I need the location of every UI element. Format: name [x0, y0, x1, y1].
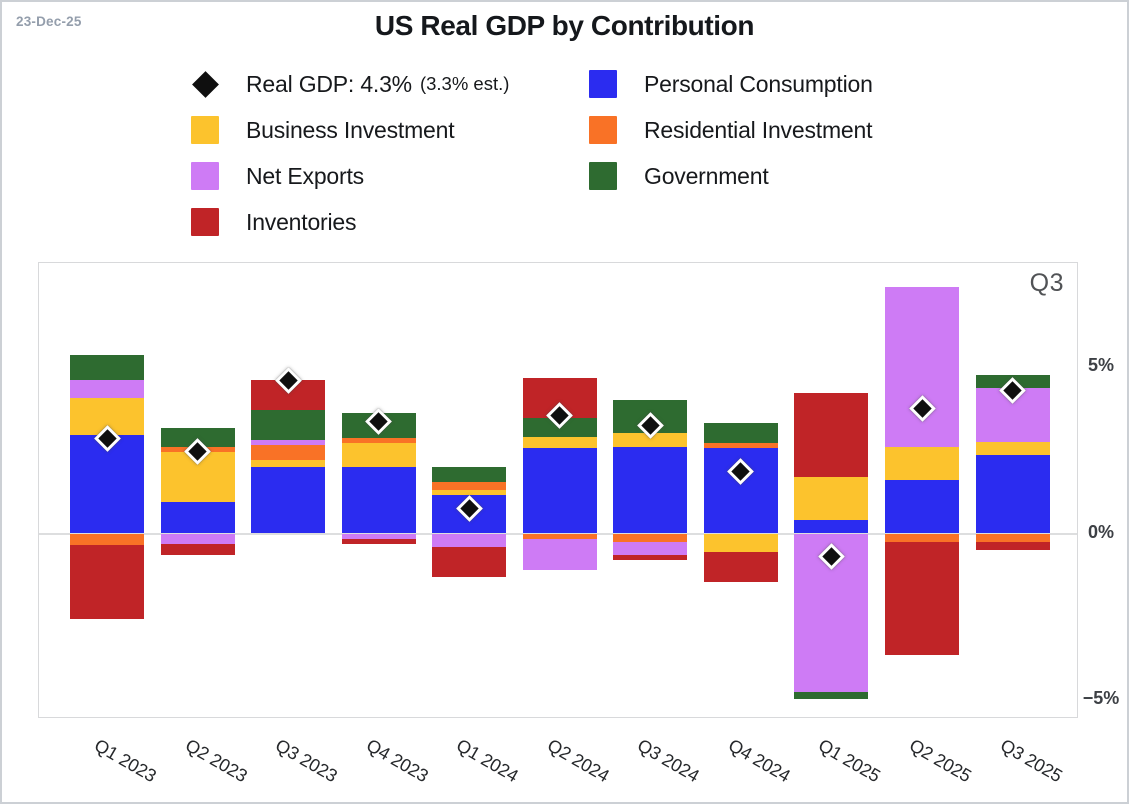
segment-inventories-q1-2023: [70, 545, 144, 619]
business_investment-swatch-shape: [191, 116, 219, 144]
segment-business_investment-q4-2024: [703, 533, 778, 552]
segment-residential_investment-q3-2023: [251, 445, 326, 461]
legend-label-real_gdp: Real GDP: 4.3%: [246, 70, 412, 97]
residential_investment-color-swatch: [589, 116, 617, 144]
real_gdp-swatch-shape: [191, 70, 219, 98]
date-label: 23-Dec-25: [16, 14, 82, 29]
segment-business_investment-q2-2025: [885, 446, 960, 481]
segment-personal_consumption-q3-2025: [975, 455, 1050, 534]
segment-personal_consumption-q4-2023: [341, 466, 416, 534]
segment-inventories-q4-2023: [341, 538, 416, 544]
segment-personal_consumption-q2-2024: [522, 448, 597, 534]
legend-estimate-label: (3.3% est.): [419, 73, 510, 94]
segment-net_exports-q1-2023: [70, 380, 144, 399]
segment-residential_investment-q2-2025: [885, 533, 960, 542]
segment-personal_consumption-q2-2023: [160, 501, 235, 534]
segment-inventories-q3-2025: [975, 541, 1050, 551]
x-tick-q1-2025: Q1 2025: [815, 735, 885, 787]
segment-business_investment-q1-2024: [432, 490, 507, 496]
legend-label-government: Government: [644, 162, 769, 189]
net_exports-color-swatch: [191, 162, 219, 190]
segment-government-q1-2023: [70, 355, 144, 381]
legend-label-business_investment: Business Investment: [246, 116, 455, 143]
residential_investment-swatch-shape: [589, 116, 617, 144]
segment-business_investment-q3-2024: [613, 433, 688, 447]
personal_consumption-swatch-shape: [589, 70, 617, 98]
x-tick-q2-2024: Q2 2024: [543, 735, 613, 787]
legend-item-business_investment: Business Investment: [191, 116, 589, 144]
net_exports-swatch-shape: [191, 162, 219, 190]
segment-inventories-q1-2024: [432, 546, 507, 577]
legend-label-personal_consumption: Personal Consumption: [644, 70, 873, 97]
segment-residential_investment-q4-2023: [341, 438, 416, 444]
segment-inventories-q3-2024: [613, 555, 688, 561]
x-tick-q4-2024: Q4 2024: [724, 735, 794, 787]
personal_consumption-color-swatch: [589, 70, 617, 98]
x-tick-q3-2023: Q3 2023: [272, 735, 341, 787]
segment-inventories-q4-2024: [703, 551, 778, 582]
x-tick-q2-2023: Q2 2023: [181, 735, 251, 787]
y-tick-0: 0%: [1087, 521, 1114, 542]
segment-net_exports-q3-2024: [613, 541, 688, 556]
segment-business_investment-q3-2025: [975, 441, 1050, 456]
segment-personal_consumption-q3-2024: [613, 446, 688, 534]
segment-inventories-q2-2023: [160, 543, 235, 556]
legend-item-real_gdp: Real GDP: 4.3% (3.3% est.): [191, 70, 589, 98]
segment-residential_investment-q2-2024: [522, 533, 597, 539]
segment-government-q1-2025: [794, 691, 869, 699]
government-swatch-shape: [589, 162, 617, 190]
segment-personal_consumption-q2-2025: [885, 480, 960, 534]
legend-item-personal_consumption: Personal Consumption: [589, 70, 873, 98]
y-tick--5: −5%: [1082, 688, 1120, 709]
government-color-swatch: [589, 162, 617, 190]
x-tick-q1-2023: Q1 2023: [91, 735, 160, 787]
segment-government-q2-2023: [160, 428, 235, 447]
segment-net_exports-q4-2023: [341, 533, 416, 539]
segment-business_investment-q4-2023: [341, 443, 416, 467]
segment-personal_consumption-q3-2023: [251, 466, 326, 534]
segment-business_investment-q2-2024: [522, 436, 597, 449]
segment-net_exports-q1-2024: [432, 533, 507, 547]
segment-residential_investment-q4-2024: [703, 443, 778, 449]
segment-inventories-q2-2025: [885, 541, 960, 656]
segment-personal_consumption-q1-2025: [794, 520, 869, 534]
segment-government-q1-2024: [432, 466, 507, 482]
legend-item-government: Government: [589, 162, 873, 190]
x-tick-q2-2025: Q2 2025: [906, 735, 975, 787]
segment-government-q4-2024: [703, 423, 778, 444]
segment-business_investment-q1-2025: [794, 476, 869, 521]
plot-area: Q3: [38, 262, 1078, 718]
segment-residential_investment-q3-2025: [975, 533, 1050, 542]
legend-label-inventories: Inventories: [246, 208, 357, 235]
inventories-color-swatch: [191, 208, 219, 236]
quarter-annotation: Q3: [1029, 269, 1064, 297]
segment-residential_investment-q1-2023: [70, 533, 144, 546]
segment-net_exports-q2-2025: [885, 286, 960, 447]
legend-label-net_exports: Net Exports: [246, 162, 364, 189]
x-tick-q1-2024: Q1 2024: [453, 735, 522, 787]
x-tick-q3-2024: Q3 2024: [634, 735, 703, 787]
page-title: US Real GDP by Contribution: [374, 10, 755, 41]
business_investment-color-swatch: [191, 116, 219, 144]
y-tick-5: 5%: [1087, 354, 1114, 375]
segment-residential_investment-q1-2024: [432, 481, 507, 491]
segment-net_exports-q2-2023: [160, 533, 235, 544]
x-tick-q4-2023: Q4 2023: [362, 735, 432, 787]
legend: Real GDP: 4.3% (3.3% est.) Personal Consum…: [191, 61, 873, 245]
segment-business_investment-q3-2023: [251, 460, 326, 467]
segment-government-q3-2023: [251, 410, 326, 441]
legend-label-residential_investment: Residential Investment: [644, 116, 873, 143]
legend-item-net_exports: Net Exports: [191, 162, 589, 190]
segment-inventories-q1-2025: [794, 393, 869, 477]
legend-item-residential_investment: Residential Investment: [589, 116, 873, 144]
real_gdp-diamond-icon: [191, 70, 219, 98]
legend-item-inventories: Inventories: [191, 208, 589, 236]
inventories-swatch-shape: [191, 208, 219, 236]
x-tick-q3-2025: Q3 2025: [996, 735, 1066, 787]
segment-residential_investment-q3-2024: [613, 533, 688, 542]
segment-net_exports-q3-2023: [251, 440, 326, 446]
segment-net_exports-q2-2024: [522, 538, 597, 571]
